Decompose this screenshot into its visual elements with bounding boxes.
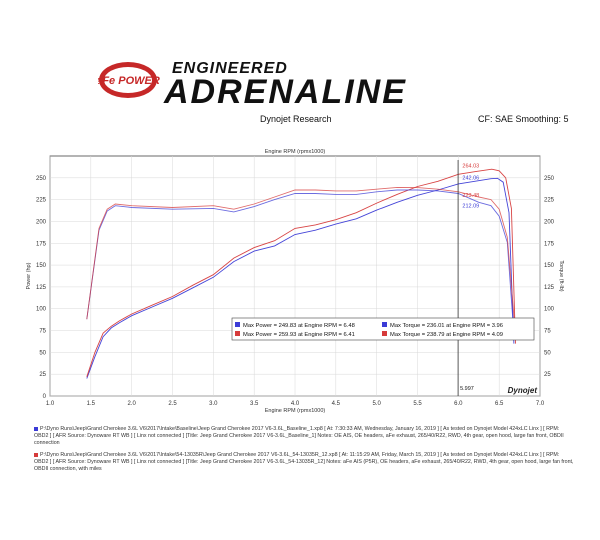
x-tick-label: 6.0 xyxy=(454,401,463,407)
point-value-label: 212.09 xyxy=(462,203,479,209)
y-tick-label-left: 100 xyxy=(36,307,47,313)
x-tick-label: 5.5 xyxy=(413,401,422,407)
y-tick-label-right: 25 xyxy=(544,372,551,378)
x-tick-label: 4.0 xyxy=(291,401,300,407)
chart-legend: Max Power = 249.83 at Engine RPM = 6.48 M… xyxy=(231,317,535,341)
y-tick-label-right: 100 xyxy=(544,307,555,313)
y-tick-label-left: 0 xyxy=(43,394,47,400)
y-tick-label-right: 175 xyxy=(544,241,555,247)
y-axis-label-left: Power (hp) xyxy=(26,262,32,289)
footnote-afe-text: P:\Dyno Runs\Jeep\Grand Cherokee 3.6L V6… xyxy=(34,452,574,472)
legend-swatch-power xyxy=(235,331,240,336)
legend-max-power: Max Power = 249.83 at Engine RPM = 6.48 xyxy=(243,323,355,329)
x-tick-label: 2.0 xyxy=(127,401,136,407)
x-tick-label: 4.5 xyxy=(332,401,341,407)
y-tick-label-right: 225 xyxy=(544,198,555,204)
series-line-torque-3 xyxy=(86,186,516,335)
y-tick-label-left: 50 xyxy=(39,350,46,356)
point-value-label: 223.48 xyxy=(462,193,479,199)
legend-box xyxy=(231,317,535,341)
legend-swatch-power xyxy=(235,322,240,327)
series-line-torque-2 xyxy=(86,189,515,335)
legend-max-torque: Max Torque = 236.01 at Engine RPM = 3.96 xyxy=(390,323,503,329)
afe-logo-icon: aFe POWER xyxy=(98,62,160,98)
x-tick-label: 1.0 xyxy=(46,401,55,407)
y-tick-label-left: 150 xyxy=(36,263,47,269)
y-axis-label-right: Torque (ft-lb) xyxy=(558,260,564,291)
legend-max-torque: Max Torque = 238.79 at Engine RPM = 4.09 xyxy=(390,332,503,338)
legend-swatch-torque xyxy=(382,331,387,336)
y-tick-label-left: 25 xyxy=(39,372,46,378)
x-tick-label: 3.5 xyxy=(250,401,259,407)
header: aFe POWER ENGINEERED ADRENALINE Dynojet … xyxy=(0,0,600,124)
dynojet-watermark: Dynojet xyxy=(508,386,538,395)
y-tick-label-right: 200 xyxy=(544,219,555,225)
y-tick-label-right: 150 xyxy=(544,263,555,269)
y-tick-label-right: 125 xyxy=(544,285,555,291)
x-tick-label: 1.5 xyxy=(87,401,96,407)
logo-text: aFe POWER xyxy=(98,75,160,87)
y-tick-label-left: 200 xyxy=(36,219,47,225)
afe-color-swatch xyxy=(34,452,38,457)
footnote-afe: P:\Dyno Runs\Jeep\Grand Cherokee 3.6L V6… xyxy=(34,452,574,473)
y-tick-label-right: 50 xyxy=(544,350,551,356)
x-axis-label: Engine RPM (rpmx1000) xyxy=(265,408,326,414)
baseline-color-swatch xyxy=(34,426,38,431)
x-tick-label: 6.5 xyxy=(495,401,504,407)
y-tick-label-left: 250 xyxy=(36,176,47,182)
y-tick-label-left: 225 xyxy=(36,198,47,204)
brand-title: ADRENALINE xyxy=(164,73,407,111)
series-line-power-0 xyxy=(86,177,515,379)
legend-swatch-torque xyxy=(382,322,387,327)
rpm-cursor-label: 5.997 xyxy=(460,386,474,392)
y-tick-label-left: 75 xyxy=(39,329,46,335)
x-axis-top-label: Engine RPM (rpmx1000) xyxy=(265,149,326,155)
x-tick-label: 3.0 xyxy=(209,401,218,407)
x-tick-label: 5.0 xyxy=(372,401,381,407)
x-tick-label: 7.0 xyxy=(536,401,545,407)
brand-tagline: ENGINEERED xyxy=(172,60,288,77)
point-value-label: 264.03 xyxy=(462,163,479,169)
correction-factor-label: CF: SAE Smoothing: 5 xyxy=(478,114,569,124)
point-value-label: 242.06 xyxy=(462,176,479,182)
y-tick-label-left: 175 xyxy=(36,241,47,247)
dyno-chart: 1.0 1.5 2.0 2.5 3.0 3.5 4.0 4.5 5.0 5.5 6.0 6.5 7.0 0… xyxy=(26,149,564,414)
footnote-baseline-text: P:\Dyno Runs\Jeep\Grand Cherokee 3.6L V6… xyxy=(34,426,564,446)
y-tick-label-right: 250 xyxy=(544,176,555,182)
series-line-power-1 xyxy=(86,168,516,377)
footnote-baseline: P:\Dyno Runs\Jeep\Grand Cherokee 3.6L V6… xyxy=(34,426,574,447)
dyno-title: Dynojet Research xyxy=(260,114,332,124)
legend-max-power: Max Power = 259.93 at Engine RPM = 6.41 xyxy=(243,332,355,338)
y-tick-label-right: 75 xyxy=(544,329,551,335)
x-tick-label: 2.5 xyxy=(168,401,177,407)
y-tick-label-left: 125 xyxy=(36,285,47,291)
